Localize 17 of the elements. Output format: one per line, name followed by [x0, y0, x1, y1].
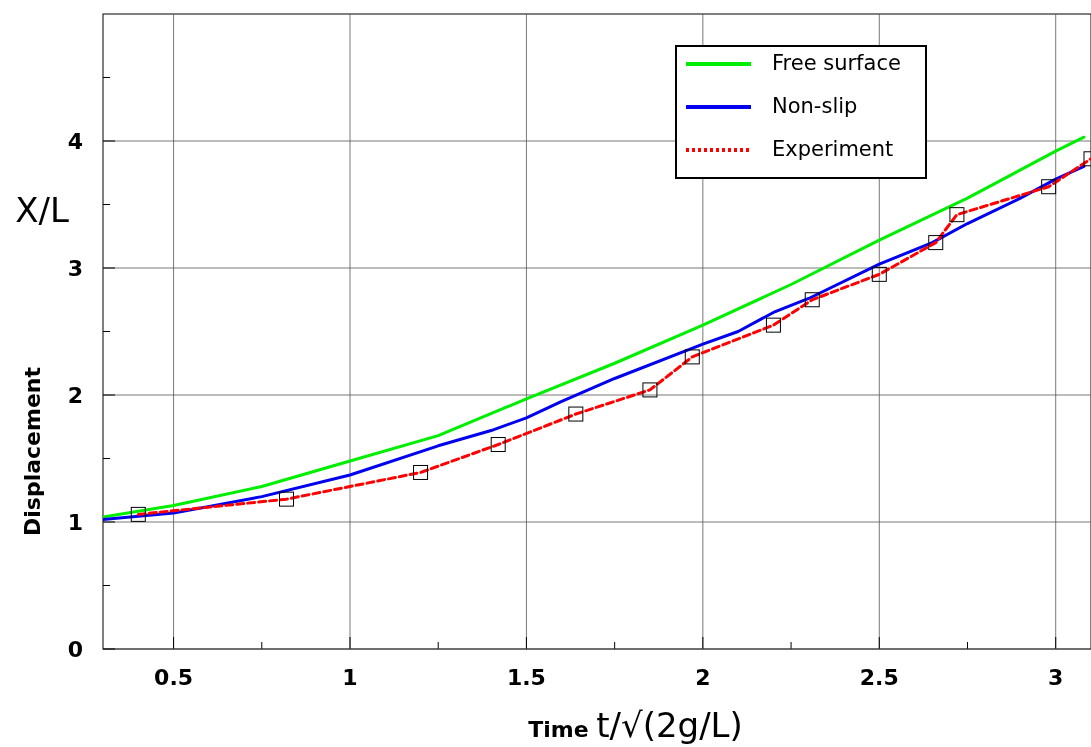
x-tick-label: 1.5 — [506, 665, 546, 690]
y-tick-label: 4 — [67, 129, 83, 154]
x-tick-label: 2.5 — [859, 665, 899, 690]
x-tick-label: 0.5 — [154, 665, 194, 690]
y-axis-title: Displacement — [20, 366, 45, 537]
legend-label: Free surface — [772, 51, 901, 75]
legend-label: Experiment — [772, 137, 894, 161]
y-tick-label: 0 — [67, 637, 83, 662]
y-tick-label: 3 — [67, 256, 83, 281]
x-tick-label: 1 — [342, 665, 358, 690]
x-axis-title: Time t/√(2g/L) — [528, 705, 743, 745]
x-tick-label: 2 — [695, 665, 711, 690]
legend-label: Non-slip — [772, 94, 858, 118]
y-tick-label: 1 — [67, 510, 83, 535]
text: X/L — [15, 190, 69, 230]
x-tick-label: 3 — [1048, 665, 1064, 690]
y-tick-label: 2 — [67, 383, 83, 408]
